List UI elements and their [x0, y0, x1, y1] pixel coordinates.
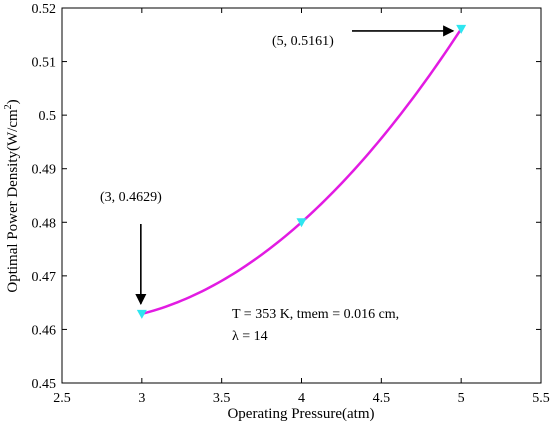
- data-points: [136, 24, 467, 319]
- x-axis: 2.5 3 3.5 4 4.5 5 5.5: [53, 8, 550, 406]
- y-axis-label-close: ): [5, 99, 21, 104]
- y-tick-label: 0.46: [32, 323, 57, 338]
- y-tick-label: 0.52: [32, 2, 57, 17]
- annotation-label-5: (5, 0.5161): [272, 34, 334, 49]
- x-tick-label: 2.5: [53, 391, 71, 406]
- y-axis-label: Optimal Power Density(W/cm2): [3, 99, 21, 292]
- x-axis-label: Operating Pressure(atm): [227, 406, 374, 422]
- x-tick-label: 4.5: [373, 391, 391, 406]
- x-tick-label: 3.5: [213, 391, 231, 406]
- y-axis: 0.45 0.46 0.47 0.48 0.49 0.5 0.51 0.52: [32, 2, 541, 392]
- data-point: [296, 218, 307, 228]
- y-tick-label: 0.5: [39, 109, 57, 124]
- x-tick-label: 3: [138, 391, 145, 406]
- y-axis-label-superscript: 2: [3, 104, 14, 109]
- y-tick-label: 0.45: [32, 377, 57, 392]
- y-tick-label: 0.47: [32, 270, 57, 285]
- data-point: [136, 309, 147, 319]
- x-tick-label: 4: [298, 391, 305, 406]
- y-tick-label: 0.49: [32, 163, 57, 178]
- y-tick-label: 0.48: [32, 216, 57, 231]
- plot-area: [61, 7, 542, 384]
- data-point: [456, 24, 467, 34]
- note-line-2: λ = 14: [232, 329, 268, 344]
- note-line-1: T = 353 K, tmem = 0.016 cm,: [232, 307, 399, 322]
- x-tick-label: 5: [458, 391, 465, 406]
- y-axis-label-text: Optimal Power Density(W/cm: [5, 109, 21, 293]
- x-tick-label: 5.5: [532, 391, 550, 406]
- y-tick-label: 0.51: [32, 56, 57, 71]
- annotation-label-3: (3, 0.4629): [100, 190, 162, 205]
